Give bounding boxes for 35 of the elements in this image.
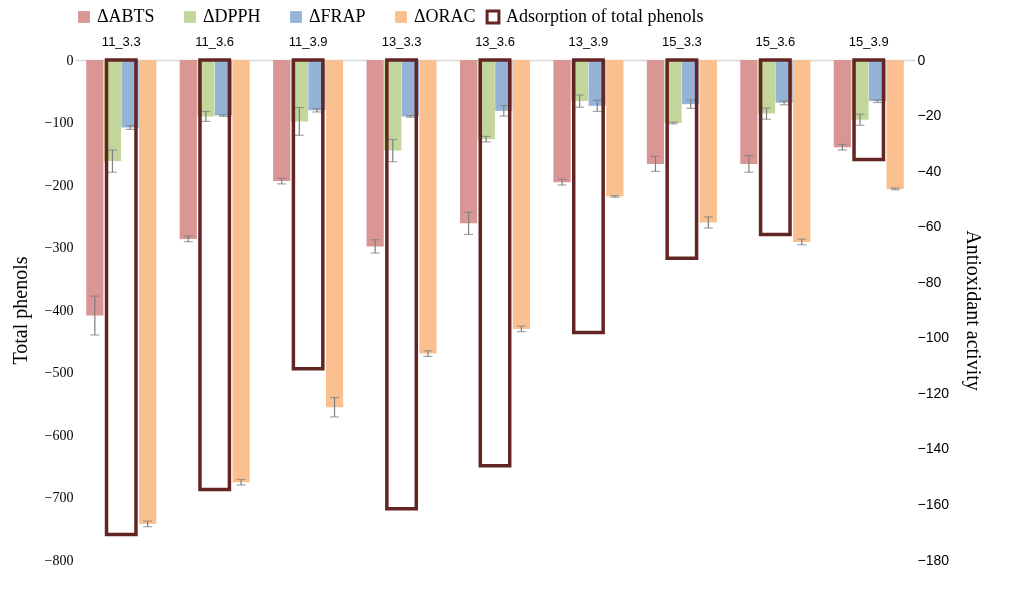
x-tick-label: 11_3.3: [101, 33, 141, 49]
legend-label: ΔABTS: [97, 6, 155, 26]
y2-tick-label: −140: [917, 440, 950, 457]
y-tick-label: −600: [44, 427, 74, 443]
x-tick-label: 15_3.9: [848, 33, 889, 49]
legend-label: Adsorption of total phenols: [506, 6, 704, 26]
y2-tick-label: −40: [917, 162, 942, 179]
y2-axis-title: Antioxidant activity: [962, 230, 986, 391]
y-tick-label: −700: [44, 490, 74, 505]
y-axis-title: Total phenols: [8, 256, 32, 365]
y-tick-label: −500: [44, 365, 74, 380]
y-tick-label: −200: [44, 177, 74, 193]
y2-tick-label: −120: [917, 384, 950, 401]
y2-tick-label: −160: [917, 495, 950, 512]
y-tick-label: −800: [44, 552, 74, 568]
y-tick-label: −400: [44, 302, 74, 318]
y2-tick-label: 0: [917, 51, 926, 68]
y-tick-label: 0: [66, 52, 74, 68]
legend-label: ΔFRAP: [309, 6, 366, 26]
y2-tick-label: −100: [917, 329, 950, 346]
y2-tick-label: −80: [917, 273, 942, 290]
legend-label: ΔORAC: [414, 6, 476, 26]
x-tick-label: 11_3.9: [288, 33, 328, 49]
y2-tick-label: −180: [917, 551, 950, 568]
x-tick-label: 15_3.6: [755, 33, 796, 49]
x-tick-label: 13_3.6: [475, 33, 515, 49]
x-tick-label: 11_3.6: [195, 33, 235, 49]
legend-label: ΔDPPH: [203, 6, 261, 26]
y2-tick-label: −60: [917, 218, 942, 235]
x-tick-label: 13_3.9: [568, 33, 609, 49]
y2-tick-label: −20: [917, 107, 942, 124]
y-tick-label: −300: [44, 240, 74, 255]
x-tick-label: 15_3.3: [661, 33, 702, 49]
x-tick-label: 13_3.3: [381, 33, 422, 49]
y-tick-label: −100: [44, 115, 74, 130]
